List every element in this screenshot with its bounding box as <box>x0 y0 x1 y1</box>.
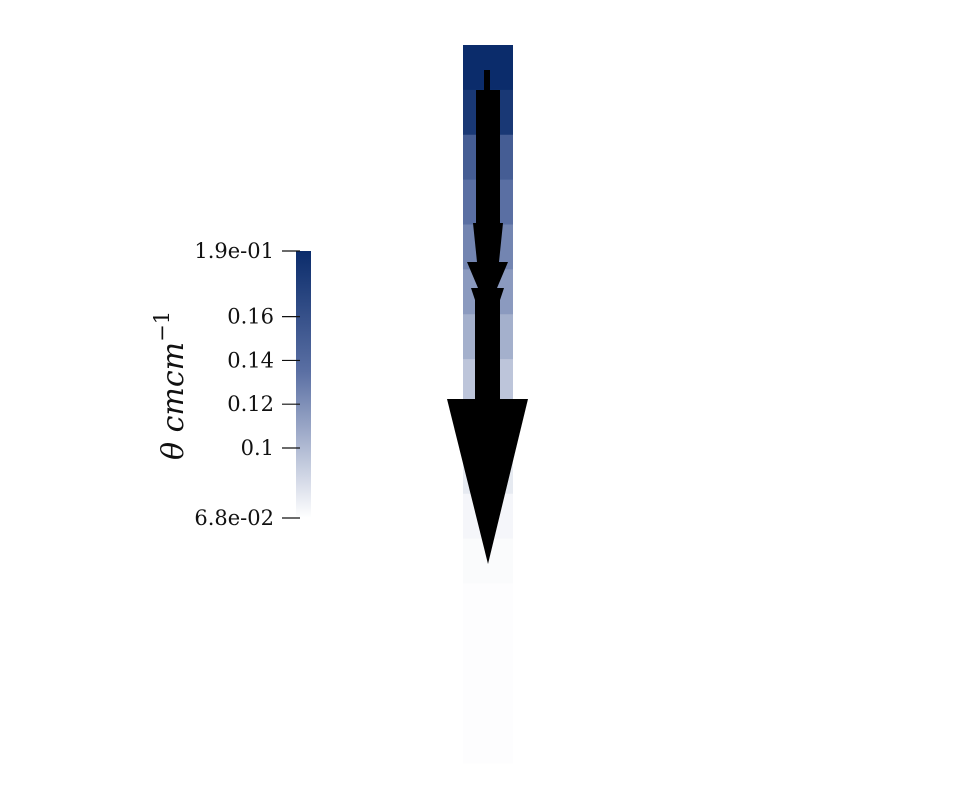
arrow-neck <box>473 223 503 262</box>
flux-arrow-glyph <box>447 70 528 564</box>
colorbar-tick-label: 0.1 <box>241 436 274 460</box>
arrow-collar <box>471 288 504 300</box>
arrow-small-head <box>467 262 508 288</box>
arrow-lower-shaft <box>475 298 500 401</box>
colorbar-tick-label: 6.8e-02 <box>194 506 274 530</box>
colorbar: 1.9e-01 0.16 0.14 0.12 0.1 6.8e-02 θ cmcm−1 <box>150 239 311 530</box>
colorbar-tick-label: 0.14 <box>227 348 274 372</box>
column-segment <box>463 583 513 629</box>
colorbar-tick-label: 0.16 <box>227 305 274 329</box>
colorbar-ticks: 1.9e-01 0.16 0.14 0.12 0.1 6.8e-02 <box>194 239 300 530</box>
column-segment <box>463 673 513 719</box>
column-segment <box>463 628 513 674</box>
colorbar-gradient <box>296 251 311 518</box>
colorbar-title: θ cmcm−1 <box>150 311 191 460</box>
arrow-upper-shaft <box>476 90 500 225</box>
arrow-tail-stub <box>484 70 490 96</box>
column-segment <box>463 718 513 764</box>
colorbar-tick-label: 0.12 <box>227 392 274 416</box>
arrow-head <box>447 399 528 564</box>
colorbar-tick-label: 1.9e-01 <box>194 239 274 263</box>
